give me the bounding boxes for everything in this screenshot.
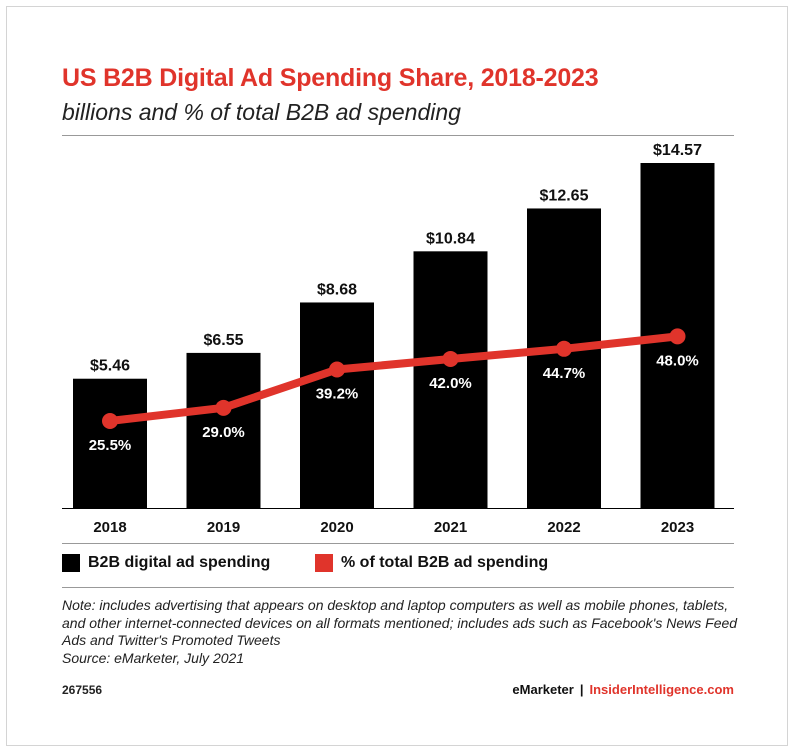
legend-item-line: % of total B2B ad spending — [315, 554, 548, 572]
x-tick-label-2020: 2020 — [320, 519, 353, 536]
brand-insider-intelligence-link[interactable]: InsiderIntelligence.com — [589, 682, 735, 697]
x-tick-label-2023: 2023 — [661, 519, 694, 536]
x-tick-label-2021: 2021 — [434, 519, 467, 536]
line-point-2022 — [556, 340, 572, 357]
source-text: Source: eMarketer, July 2021 — [62, 649, 245, 666]
chart-plot: $5.46 2018 $6.55 2019 $8.68 2020 $10.84 2021 $12… — [62, 142, 734, 536]
note-text: Note: includes advertising that appears … — [62, 597, 738, 648]
x-tick-label-2018: 2018 — [93, 519, 126, 536]
line-point-2023 — [669, 328, 686, 345]
x-tick-label-2019: 2019 — [207, 519, 240, 536]
line-point-2018 — [102, 413, 118, 429]
line-value-label-2021: 42.0% — [429, 375, 472, 392]
legend-label-line: % of total B2B ad spending — [341, 554, 549, 571]
bar-value-label-2020: $8.68 — [317, 281, 357, 298]
brand-separator: | — [579, 682, 584, 697]
bar-2019 — [186, 352, 261, 508]
bar-value-label-2023: $14.57 — [653, 142, 702, 159]
chart-note: Note: includes advertising that appears … — [62, 597, 742, 667]
chart-id: 267556 — [62, 683, 103, 697]
line-point-2020 — [329, 361, 345, 378]
line-value-label-2023: 48.0% — [656, 352, 699, 369]
line-value-label-2018: 25.5% — [89, 437, 132, 454]
bar-2018 — [73, 378, 147, 508]
bar-2022 — [527, 208, 601, 508]
footer-brand: eMarketer | InsiderIntelligence.com — [512, 682, 734, 697]
legend-item-bars: B2B digital ad spending — [62, 554, 270, 572]
bar-value-label-2022: $12.65 — [540, 187, 589, 204]
bar-2020 — [300, 302, 374, 508]
line-point-2021 — [442, 350, 459, 367]
line-value-label-2020: 39.2% — [316, 385, 359, 402]
line-point-2019 — [215, 399, 232, 416]
chart-title: US B2B Digital Ad Spending Share, 2018-2… — [62, 64, 599, 92]
chart-subtitle: billions and % of total B2B ad spending — [62, 99, 461, 125]
bar-value-label-2018: $5.46 — [90, 358, 130, 375]
legend-divider — [62, 543, 734, 544]
line-value-label-2022: 44.7% — [543, 365, 586, 382]
header-divider — [62, 135, 734, 136]
legend-label-bars: B2B digital ad spending — [88, 554, 271, 571]
legend-swatch-bars — [62, 554, 80, 572]
x-tick-label-2022: 2022 — [547, 519, 580, 536]
legend-swatch-line — [315, 554, 333, 572]
bar-2021 — [413, 251, 488, 508]
legend: B2B digital ad spending % of total B2B a… — [62, 554, 734, 576]
brand-emarketer: eMarketer — [512, 682, 574, 697]
line-value-label-2019: 29.0% — [202, 424, 245, 441]
line-series-share — [106, 332, 682, 425]
bar-value-label-2021: $10.84 — [426, 230, 475, 247]
note-divider — [62, 587, 734, 588]
bar-value-label-2019: $6.55 — [203, 332, 243, 349]
